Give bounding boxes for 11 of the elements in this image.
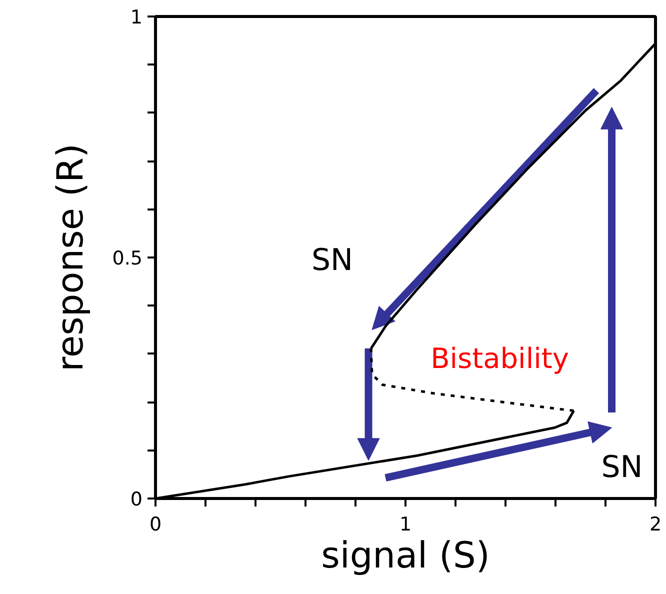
annotation: Bistability <box>430 342 569 376</box>
y-tick-label: 1 <box>130 6 143 28</box>
x-tick-label: 1 <box>399 514 412 536</box>
y-axis-title: response (R) <box>50 143 92 372</box>
y-tick-label: 0 <box>130 488 143 510</box>
annotation: SN <box>601 450 643 486</box>
x-tick-label: 0 <box>149 514 162 536</box>
annotation: SN <box>312 242 353 278</box>
x-tick-label: 2 <box>649 514 662 536</box>
y-tick-label: 0.5 <box>112 248 142 270</box>
x-axis-title: signal (S) <box>321 536 490 576</box>
